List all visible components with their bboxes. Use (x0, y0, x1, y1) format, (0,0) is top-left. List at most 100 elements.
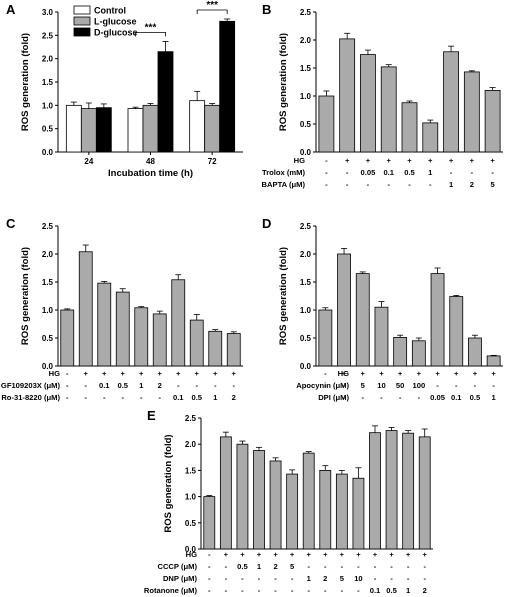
condition-value: - (241, 586, 244, 595)
condition-value: - (343, 381, 346, 390)
condition-value: - (66, 381, 69, 390)
bar (352, 477, 365, 550)
condition-value: - (374, 574, 377, 583)
condition-value: 1 (449, 180, 454, 189)
condition-value: - (491, 168, 494, 177)
condition-value: 5 (290, 562, 295, 571)
y-tick-label: 0.0 (185, 545, 197, 554)
condition-value: - (450, 168, 453, 177)
condition-value: 2 (423, 586, 427, 595)
y-tick-label: 2.5 (300, 8, 312, 17)
condition-value: - (140, 393, 143, 402)
bar (302, 452, 315, 550)
condition-value: + (406, 550, 411, 559)
condition-label: BAPTA (μM) (262, 180, 306, 189)
bar (219, 20, 236, 153)
condition-value: 5 (490, 180, 495, 189)
condition-value: - (258, 574, 261, 583)
y-tick-label: 0.0 (300, 148, 312, 157)
bar (360, 54, 376, 153)
bar (355, 273, 370, 367)
y-tick-label: 2.0 (300, 36, 312, 45)
bar (127, 108, 144, 153)
condition-value: - (274, 586, 277, 595)
condition-value: 0.5 (404, 168, 415, 177)
y-tick-label: 3.0 (42, 8, 54, 17)
y-tick-label: 1.0 (300, 306, 312, 315)
bar (142, 104, 159, 153)
condition-value: 5 (340, 574, 345, 583)
bar (78, 251, 93, 367)
bar (401, 102, 418, 153)
condition-value: + (139, 369, 144, 378)
bar (318, 309, 333, 367)
panel-label: D (262, 216, 271, 231)
bar (269, 460, 282, 550)
condition-value: + (473, 369, 478, 378)
condition-value: - (195, 381, 198, 390)
y-tick-label: 2.5 (185, 414, 197, 423)
condition-value: 2 (470, 180, 474, 189)
condition-value: - (274, 574, 277, 583)
y-tick-label: 2.5 (300, 222, 312, 231)
condition-label: DNP (μM) (163, 574, 198, 583)
condition-label: DPI (μM) (318, 393, 349, 402)
y-tick-label: 0.5 (300, 120, 312, 129)
y-tick-label: 2.5 (42, 31, 54, 40)
bar (443, 51, 459, 153)
y-tick-label: 2.0 (300, 250, 312, 259)
condition-label: Ro-31-8220 (μM) (1, 393, 60, 402)
condition-value: - (208, 562, 211, 571)
x-tick-label: 72 (208, 157, 217, 166)
y-tick-label: 0.0 (42, 362, 54, 371)
condition-value: + (257, 550, 262, 559)
x-axis-label: Incubation time (h) (108, 168, 193, 179)
condition-value: - (357, 562, 360, 571)
panel-c: C 0.0 0.5 1.0 1.5 2.0 2.5 ROS generation (fold)… (1, 216, 243, 402)
condition-value: + (490, 156, 495, 165)
condition-value: 1 (307, 574, 312, 583)
legend-entry: Control (94, 6, 126, 16)
condition-label: Trolox (mM) (262, 168, 306, 177)
y-axis-label: ROS generation (fold) (278, 33, 289, 131)
y-axis-label: ROS generation (fold) (278, 247, 289, 345)
condition-value: + (454, 369, 459, 378)
panel-label: A (6, 2, 16, 17)
condition-value: - (474, 381, 477, 390)
condition-value: - (324, 381, 327, 390)
condition-value: - (232, 381, 235, 390)
condition-value: - (423, 574, 426, 583)
condition-value: - (374, 562, 377, 571)
condition-value: - (324, 393, 327, 402)
y-axis-label: ROS generation (fold) (20, 247, 31, 345)
condition-value: - (325, 168, 328, 177)
condition-value: - (325, 156, 328, 165)
condition-value: 10 (354, 574, 362, 583)
condition-value: 0.05 (430, 393, 446, 402)
condition-value: 0.5 (191, 393, 202, 402)
condition-value: - (66, 393, 69, 402)
y-tick-label: 2.0 (42, 250, 54, 259)
condition-value: + (470, 156, 475, 165)
condition-value: - (455, 381, 458, 390)
condition-value: + (356, 550, 361, 559)
bar (430, 273, 445, 367)
condition-value: + (435, 369, 440, 378)
condition-value: + (417, 369, 422, 378)
condition-value: + (366, 156, 371, 165)
condition-value: - (341, 586, 344, 595)
y-tick-label: 1.0 (42, 101, 54, 110)
condition-value: 0.1 (99, 381, 110, 390)
condition-value: 0.1 (370, 586, 381, 595)
condition-value: 0.1 (383, 168, 394, 177)
condition-value: - (158, 393, 161, 402)
condition-value: + (373, 550, 378, 559)
legend-swatch (73, 5, 91, 15)
condition-value: 0.5 (386, 586, 397, 595)
condition-value: - (390, 562, 393, 571)
y-tick-label: 2.0 (42, 55, 54, 64)
bar (486, 355, 501, 367)
legend-entry: D-glucose (94, 28, 138, 38)
bar (335, 473, 348, 550)
condition-label: HG (338, 369, 349, 378)
